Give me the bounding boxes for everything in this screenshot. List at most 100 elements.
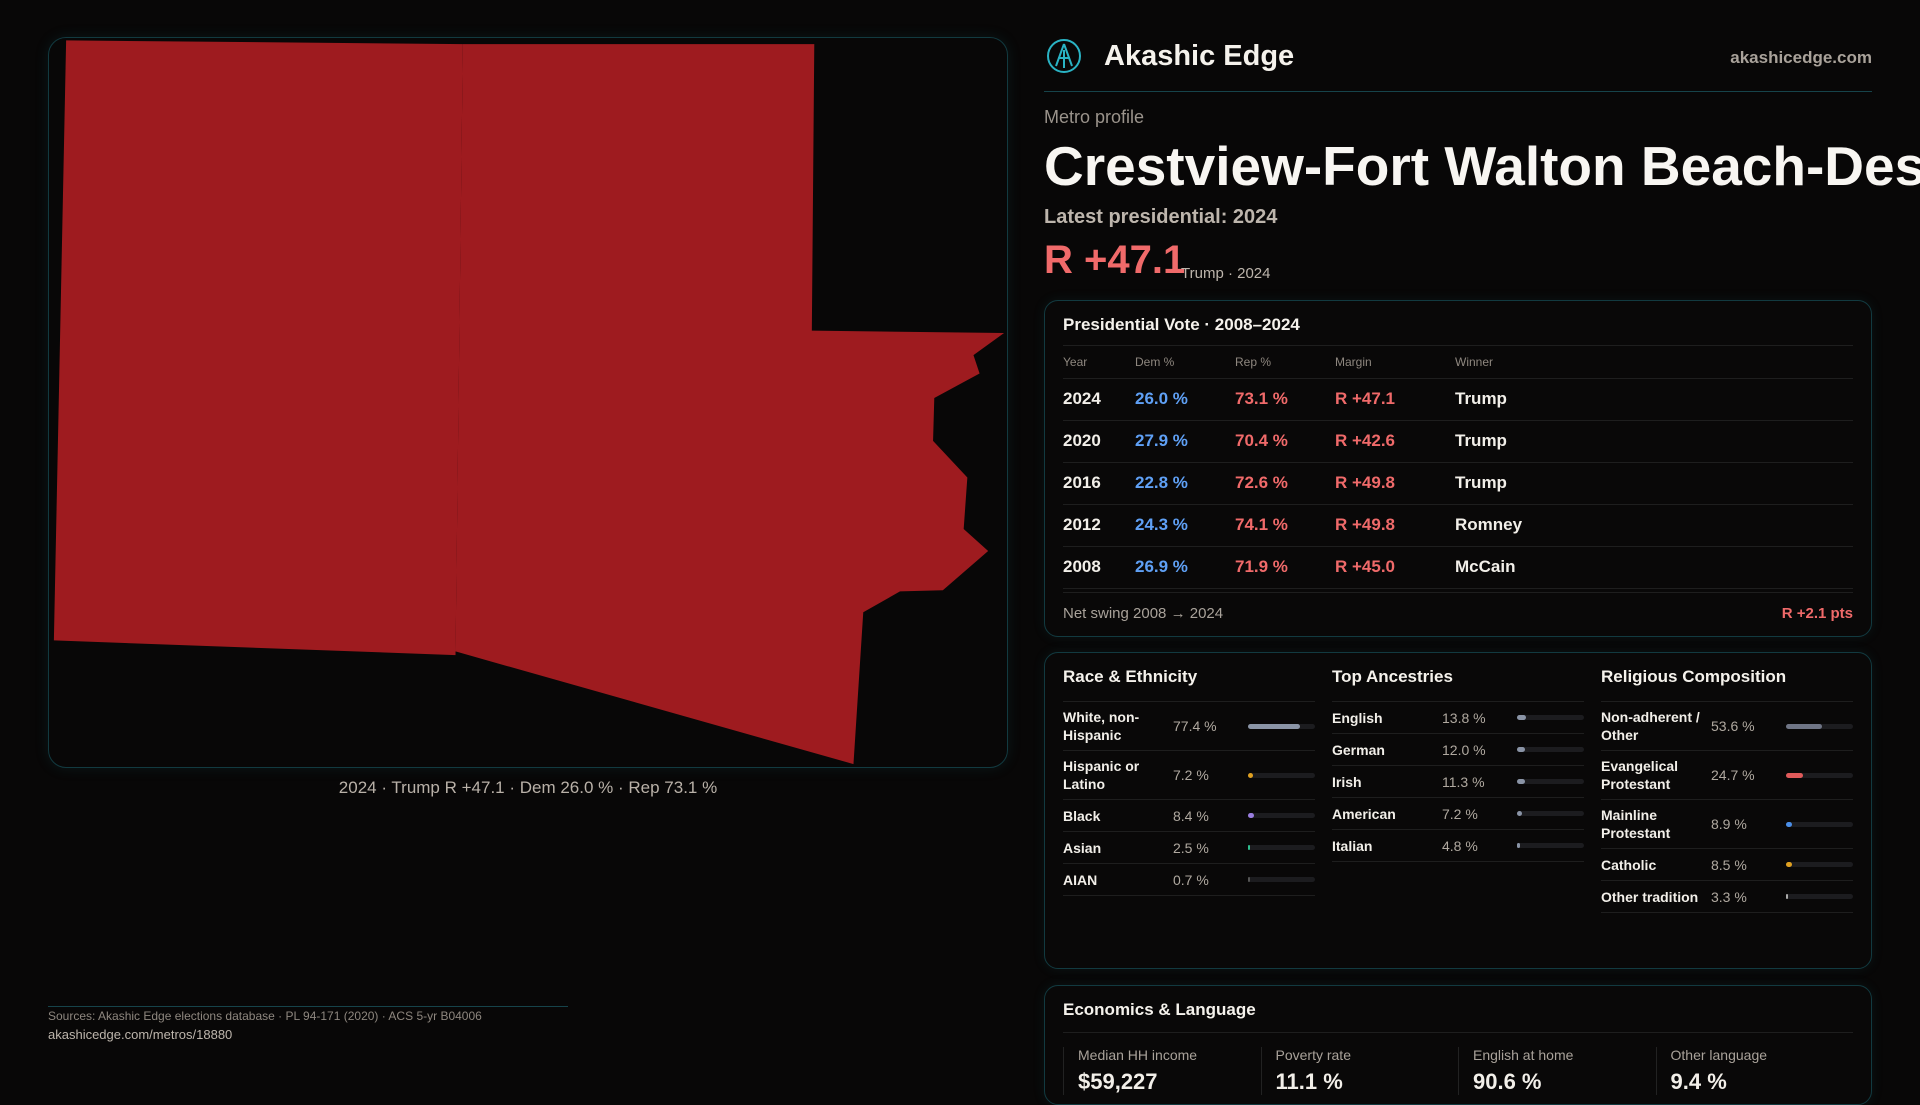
stat-label: English at home <box>1473 1047 1574 1063</box>
item-label: Non-adherent / Other <box>1601 709 1700 743</box>
table-row: 2016 22.8 % 72.6 % R +49.8 Trump <box>1063 462 1853 505</box>
item-bar-fill <box>1248 877 1250 882</box>
item-percent: 3.3 % <box>1711 888 1747 905</box>
item-bar <box>1786 723 1853 729</box>
item-percent: 8.4 % <box>1173 807 1209 824</box>
item-label: Mainline Protestant <box>1601 807 1671 841</box>
table-cell: R +47.1 <box>1335 378 1455 421</box>
table-cell: R +45.0 <box>1335 546 1455 589</box>
table-cell: R +49.8 <box>1335 504 1455 547</box>
item-percent: 2.5 % <box>1173 839 1209 856</box>
ancestry-title: Top Ancestries <box>1332 667 1584 702</box>
item-bar-fill <box>1517 747 1526 752</box>
table-cell: 2016 <box>1063 462 1135 505</box>
item-bar-fill <box>1517 779 1525 784</box>
swing-value: R +2.1 pts <box>1781 605 1853 622</box>
table-cell: Trump <box>1455 420 1853 463</box>
race-item: White, non-Hispanic 77.4 % <box>1063 702 1315 751</box>
page-url[interactable]: akashicedge.com/metros/18880 <box>48 1027 233 1042</box>
item-bar <box>1786 894 1853 899</box>
table-row: 2012 24.3 % 74.1 % R +49.8 Romney <box>1063 504 1853 547</box>
item-bar-fill <box>1248 845 1250 850</box>
column-header: Year <box>1063 346 1135 379</box>
race-column: Race & Ethnicity White, non-Hispanic 77.4 … <box>1063 667 1315 896</box>
item-bar-fill <box>1786 821 1792 827</box>
stat: English at home 90.6 % <box>1458 1047 1656 1095</box>
item-bar <box>1248 813 1315 818</box>
item-label: Asian <box>1063 839 1102 856</box>
column-header: Winner <box>1455 346 1853 379</box>
item-bar-fill <box>1786 772 1803 778</box>
item-label: Irish <box>1332 773 1362 790</box>
economics-card: Economics & Language Median HH income $59,… <box>1044 985 1872 1105</box>
item-label: Catholic <box>1601 856 1657 873</box>
item-label: White, non-Hispanic <box>1063 709 1140 743</box>
page-title: Crestview-Fort Walton Beach-Destin <box>1044 135 1920 197</box>
item-bar <box>1517 811 1584 816</box>
table-cell: 70.4 % <box>1235 420 1335 463</box>
table-row: 2008 26.9 % 71.9 % R +45.0 McCain <box>1063 546 1853 589</box>
presidential-table: Year Dem % Rep % Margin Winner 2024 26.0 % 73.1… <box>1063 346 1853 589</box>
stat-value: 90.6 % <box>1473 1069 1542 1094</box>
stat: Median HH income $59,227 <box>1063 1047 1261 1095</box>
table-row: 2020 27.9 % 70.4 % R +42.6 Trump <box>1063 420 1853 463</box>
item-bar <box>1248 772 1315 778</box>
map-caption: 2024 · Trump R +47.1 · Dem 26.0 % · Rep … <box>338 778 718 797</box>
latest-label: Latest presidential: 2024 <box>1044 206 1278 228</box>
item-percent: 12.0 % <box>1442 741 1486 758</box>
table-cell: 2020 <box>1063 420 1135 463</box>
ancestry-item: American 7.2 % <box>1332 798 1584 830</box>
race-item: AIAN 0.7 % <box>1063 864 1315 896</box>
table-cell: Trump <box>1455 462 1853 505</box>
item-bar <box>1248 723 1315 729</box>
table-cell: 2012 <box>1063 504 1135 547</box>
table-cell: 2008 <box>1063 546 1135 589</box>
stat-label: Poverty rate <box>1275 1047 1351 1063</box>
table-cell: 22.8 % <box>1135 462 1235 505</box>
column-header: Margin <box>1335 346 1455 379</box>
stat-label: Median HH income <box>1078 1047 1198 1063</box>
item-bar <box>1517 843 1584 848</box>
ancestry-item: German 12.0 % <box>1332 734 1584 766</box>
religion-title: Religious Composition <box>1601 667 1853 702</box>
item-label: Italian <box>1332 837 1373 854</box>
item-bar <box>1517 779 1584 784</box>
item-bar-fill <box>1248 772 1253 778</box>
ancestry-column: Top Ancestries English 13.8 % German 12.0 % I… <box>1332 667 1584 862</box>
county-east[interactable] <box>455 44 1005 765</box>
table-cell: R +49.8 <box>1335 462 1455 505</box>
religion-item: Mainline Protestant 8.9 % <box>1601 800 1853 849</box>
item-percent: 4.8 % <box>1442 837 1478 854</box>
economics-title: Economics & Language <box>1063 1000 1853 1033</box>
item-bar-fill <box>1786 894 1789 899</box>
item-percent: 13.8 % <box>1442 709 1486 726</box>
item-bar-fill <box>1786 862 1792 867</box>
item-bar-fill <box>1517 843 1521 848</box>
item-label: Evangelical Protestant <box>1601 758 1679 792</box>
item-bar <box>1517 747 1584 752</box>
brand-name: Akashic Edge <box>1104 40 1295 72</box>
table-cell: 71.9 % <box>1235 546 1335 589</box>
site-link[interactable]: akashicedge.com <box>1730 48 1872 67</box>
item-percent: 8.5 % <box>1711 856 1747 873</box>
stat: Poverty rate 11.1 % <box>1260 1047 1459 1095</box>
swing-label: Net swing 2008 → 2024 <box>1063 605 1224 622</box>
table-cell: 24.3 % <box>1135 504 1235 547</box>
item-label: German <box>1332 741 1385 758</box>
religion-item: Catholic 8.5 % <box>1601 849 1853 881</box>
item-label: American <box>1332 805 1396 822</box>
table-cell: 27.9 % <box>1135 420 1235 463</box>
map-panel <box>48 37 1008 768</box>
sources-note: Sources: Akashic Edge elections database… <box>48 1006 568 1023</box>
net-swing: Net swing 2008 → 2024 R +2.1 pts <box>1063 592 1853 622</box>
latest-margin-sub: Trump · 2024 <box>1181 265 1271 282</box>
race-item: Black 8.4 % <box>1063 800 1315 832</box>
item-percent: 7.2 % <box>1442 805 1478 822</box>
item-bar <box>1786 772 1853 778</box>
stat: Other language 9.4 % <box>1655 1047 1854 1095</box>
county-west[interactable] <box>53 40 463 656</box>
religion-item: Evangelical Protestant 24.7 % <box>1601 751 1853 800</box>
table-cell: McCain <box>1455 546 1853 589</box>
item-bar-fill <box>1517 715 1527 720</box>
stat-value: 9.4 % <box>1670 1069 1727 1094</box>
